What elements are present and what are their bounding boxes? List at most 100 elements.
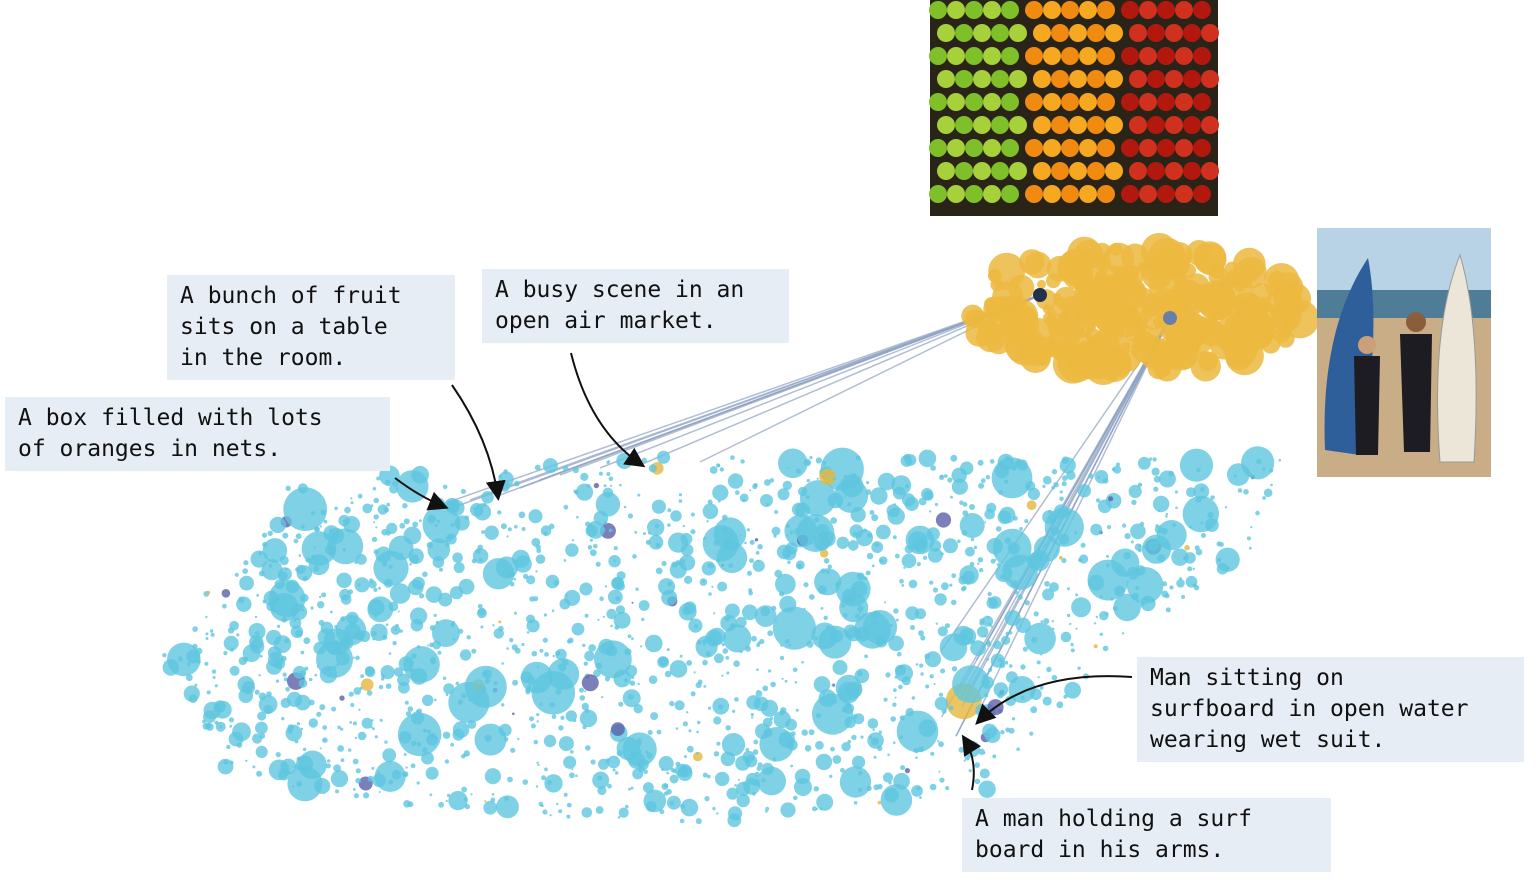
point (1199, 283, 1230, 314)
point (973, 545, 978, 550)
point (877, 800, 882, 805)
point (880, 784, 913, 816)
point (445, 693, 449, 697)
point (832, 755, 842, 764)
point (268, 651, 284, 668)
point (495, 556, 519, 579)
point (507, 776, 513, 783)
fruit (973, 24, 991, 42)
point (949, 583, 953, 587)
point (543, 734, 557, 748)
point (461, 786, 468, 793)
point (703, 685, 707, 688)
point (1051, 469, 1058, 475)
point (950, 599, 957, 606)
caption-line: in the room. (180, 345, 347, 371)
point (263, 704, 273, 715)
point (651, 499, 667, 514)
point (812, 806, 817, 812)
point (631, 637, 634, 640)
point (206, 690, 211, 695)
fruit (1175, 93, 1193, 111)
fruit (1121, 47, 1139, 65)
point (994, 464, 1010, 479)
point (696, 640, 702, 645)
point (354, 630, 365, 641)
point (403, 526, 422, 545)
point (1004, 479, 1009, 484)
point (323, 519, 328, 524)
point (745, 747, 750, 752)
caption-line: Man sitting on (1150, 665, 1344, 691)
point (809, 456, 813, 460)
fruit (1139, 93, 1157, 111)
point (498, 625, 504, 632)
fruit (1009, 162, 1027, 180)
point (730, 455, 735, 460)
fruit (973, 162, 991, 180)
point (1138, 544, 1142, 548)
point (1224, 506, 1228, 509)
point (905, 708, 914, 717)
fruit (1061, 185, 1079, 203)
point (1064, 681, 1081, 699)
point (325, 763, 331, 769)
point (584, 690, 586, 693)
point (714, 653, 724, 664)
point (349, 721, 353, 724)
point (1200, 521, 1203, 525)
fruit (973, 70, 991, 88)
point (987, 676, 990, 679)
point (302, 576, 308, 582)
point (1090, 523, 1103, 536)
point (1088, 473, 1094, 479)
point (962, 502, 968, 507)
point (1175, 506, 1178, 510)
point (756, 766, 762, 771)
point (647, 518, 665, 537)
point (214, 684, 218, 688)
fruit (1147, 162, 1165, 180)
point (1151, 467, 1160, 476)
point (757, 766, 786, 796)
point (301, 531, 337, 566)
point (1165, 512, 1169, 516)
point (893, 688, 897, 692)
point (682, 606, 692, 616)
point (618, 701, 624, 707)
point (929, 510, 932, 513)
point (1128, 484, 1142, 498)
point (298, 554, 302, 557)
point (915, 663, 919, 666)
point (552, 654, 555, 658)
point (820, 607, 824, 610)
point (1130, 540, 1134, 544)
point (778, 731, 795, 748)
point (901, 493, 916, 507)
point (226, 744, 231, 750)
point (393, 667, 404, 677)
fruit (1061, 1, 1079, 19)
point (583, 661, 588, 666)
fruit (937, 116, 955, 134)
point (520, 671, 533, 684)
point (254, 615, 258, 619)
point (287, 724, 295, 731)
point (1141, 534, 1172, 564)
fruit-photo (929, 0, 1219, 216)
point (753, 696, 769, 712)
fruit (1051, 116, 1069, 134)
point (708, 592, 712, 596)
point (892, 741, 896, 744)
point (656, 729, 662, 735)
point (203, 701, 222, 720)
point (727, 473, 744, 489)
point (1113, 593, 1141, 622)
point (937, 740, 940, 743)
point (866, 785, 872, 792)
point (1107, 525, 1112, 530)
point (1193, 483, 1210, 500)
point (467, 720, 477, 729)
point (721, 674, 724, 677)
point (598, 471, 604, 476)
